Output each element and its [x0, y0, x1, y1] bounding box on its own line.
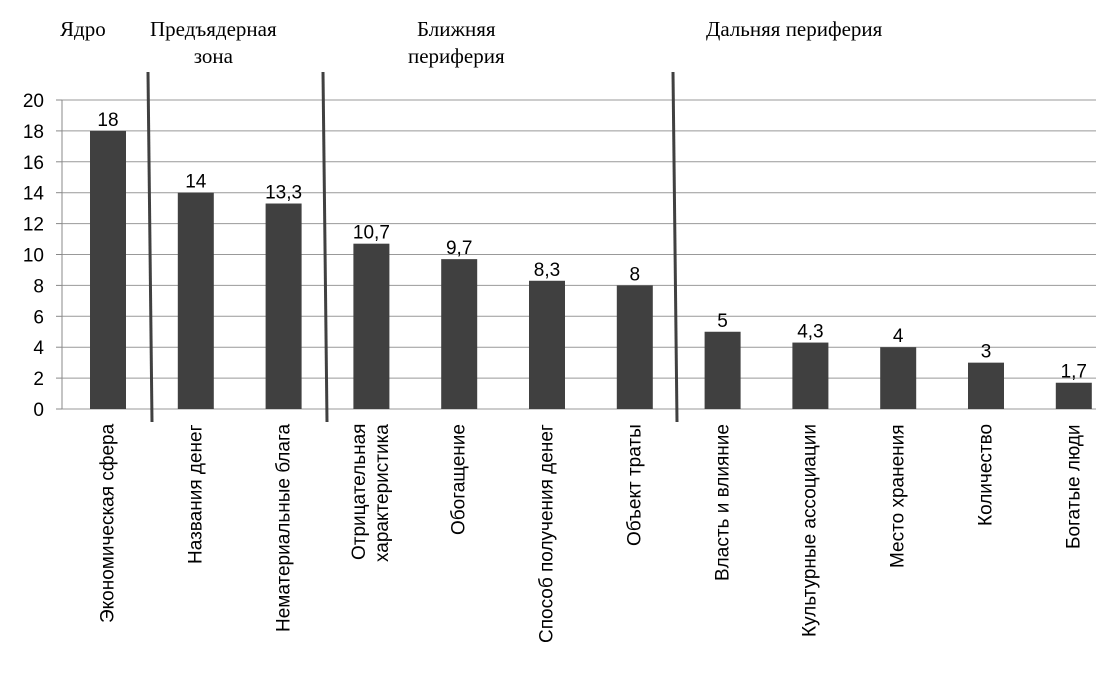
- zone-label: Ядро: [60, 17, 106, 41]
- y-tick-label: 0: [33, 400, 44, 421]
- zone-separator: [671, 71, 679, 423]
- y-tick-label: 16: [23, 153, 44, 174]
- x-tick-label: Отрицательная характеристика: [349, 424, 394, 562]
- bar: [353, 243, 390, 409]
- x-tick-label: Объект траты: [624, 424, 646, 546]
- bar: [265, 203, 302, 409]
- data-label: 5: [717, 311, 728, 332]
- zone-separator: [321, 71, 329, 423]
- bar: [704, 331, 741, 409]
- zone-label: Ближняя периферия: [408, 17, 505, 68]
- x-tick-label: Названия денег: [185, 424, 207, 564]
- data-label: 9,7: [446, 238, 472, 259]
- data-label: 13,3: [265, 183, 302, 204]
- data-label: 4,3: [797, 322, 823, 343]
- x-tick-label: Количество: [975, 424, 997, 527]
- bar: [90, 130, 126, 409]
- x-tick-label: Обогащение: [448, 424, 470, 535]
- y-tick-label: 18: [23, 122, 44, 143]
- y-tick-label: 12: [23, 215, 44, 236]
- x-tick-label: Способ получения денег: [536, 424, 558, 643]
- data-label: 14: [185, 172, 207, 193]
- y-tick-label: 20: [23, 91, 44, 112]
- bar: [177, 192, 214, 409]
- data-label: 8,3: [534, 260, 560, 281]
- bar: [616, 285, 653, 409]
- y-tick-label: 2: [33, 369, 44, 390]
- x-tick-label: Место хранения: [887, 424, 909, 568]
- data-label: 4: [893, 326, 904, 347]
- bar: [529, 280, 565, 409]
- data-label: 1,7: [1061, 362, 1087, 383]
- data-label: 8: [630, 264, 641, 285]
- bar: [968, 362, 1004, 409]
- y-tick-label: 6: [33, 307, 44, 328]
- zone-label: Дальняя периферия: [706, 17, 883, 41]
- y-tick-label: 10: [23, 246, 44, 267]
- zone-separator: [146, 71, 154, 423]
- x-tick-label: Богатые люди: [1063, 424, 1085, 549]
- x-tick-label: Экономическая сфера: [97, 424, 119, 624]
- zone-label: Предъядерная зона: [150, 17, 277, 68]
- y-tick-label: 8: [33, 276, 44, 297]
- data-label: 18: [97, 110, 118, 131]
- bar: [880, 347, 917, 409]
- data-label: 3: [981, 342, 992, 363]
- x-tick-label: Культурные ассоциации: [799, 424, 821, 637]
- x-tick-label: Нематериальные блага: [273, 424, 295, 633]
- bar: [441, 259, 478, 409]
- bar: [792, 342, 829, 409]
- x-tick-label: Власть и влияние: [712, 424, 734, 581]
- data-label: 10,7: [353, 223, 390, 244]
- y-tick-label: 14: [23, 184, 45, 205]
- bar: [1055, 382, 1092, 409]
- y-tick-label: 4: [33, 338, 44, 359]
